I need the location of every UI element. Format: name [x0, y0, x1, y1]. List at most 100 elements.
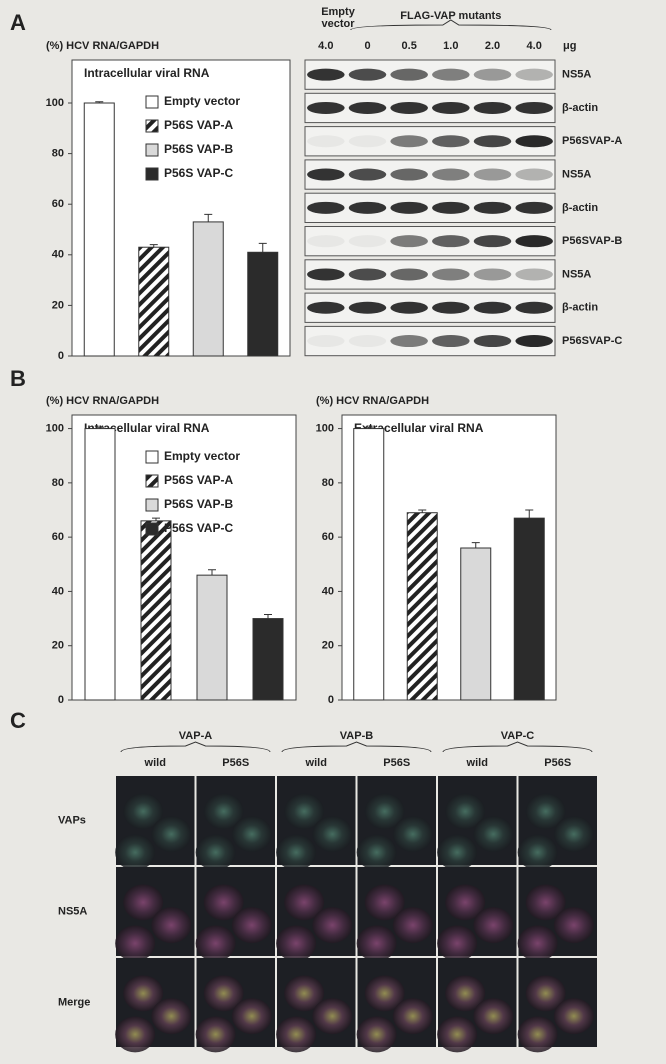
- cell: [437, 1016, 477, 1052]
- y-tick-label: 20: [322, 640, 334, 652]
- band: [390, 335, 428, 347]
- band: [307, 135, 345, 147]
- y-tick-label: 40: [52, 249, 64, 261]
- lane-label: 4.0: [527, 40, 542, 52]
- legend-swatch: [146, 120, 158, 132]
- bar: [514, 518, 544, 700]
- bar: [85, 429, 115, 700]
- blot-empty-label: Empty vector: [318, 6, 358, 30]
- column-label: wild: [305, 757, 327, 769]
- band: [515, 69, 553, 81]
- cell: [232, 998, 272, 1034]
- cell: [232, 816, 272, 852]
- cell: [151, 998, 191, 1034]
- y-axis-label: (%) HCV RNA/GAPDH: [46, 395, 159, 407]
- cell: [115, 1016, 155, 1052]
- column-label: wild: [466, 757, 488, 769]
- blot-row-label: P56SVAP-C: [562, 335, 622, 347]
- lane-unit: μg: [563, 40, 576, 52]
- band: [390, 302, 428, 314]
- y-tick-label: 20: [52, 299, 64, 311]
- cell: [232, 907, 272, 943]
- band: [474, 268, 512, 280]
- band: [349, 202, 387, 214]
- group-brace: [443, 742, 592, 752]
- band: [307, 335, 345, 347]
- cell: [393, 907, 433, 943]
- group-brace: [121, 742, 270, 752]
- group-label: VAP-B: [340, 730, 373, 742]
- cell: [196, 925, 236, 961]
- blot-row-label: NS5A: [562, 168, 591, 180]
- band: [474, 102, 512, 114]
- y-tick-label: 60: [52, 531, 64, 543]
- band: [432, 169, 470, 181]
- band: [390, 235, 428, 247]
- band: [307, 268, 345, 280]
- bar: [193, 222, 223, 356]
- cell: [115, 925, 155, 961]
- y-tick-label: 0: [58, 350, 64, 362]
- cell: [473, 816, 513, 852]
- band: [390, 169, 428, 181]
- group-label: VAP-C: [501, 730, 534, 742]
- cell: [312, 907, 352, 943]
- legend-label: Empty vector: [164, 449, 240, 463]
- band: [349, 302, 387, 314]
- cell: [437, 834, 477, 870]
- band: [515, 302, 553, 314]
- bar: [248, 252, 278, 356]
- band: [474, 235, 512, 247]
- chart-title: Intracellular viral RNA: [84, 66, 210, 80]
- row-label: NS5A: [58, 905, 87, 917]
- y-tick-label: 100: [316, 422, 334, 434]
- bar: [461, 548, 491, 700]
- row-label: VAPs: [58, 814, 86, 826]
- cell: [357, 834, 397, 870]
- cell: [276, 834, 316, 870]
- y-tick-label: 60: [322, 531, 334, 543]
- band: [390, 69, 428, 81]
- y-tick-label: 80: [52, 148, 64, 160]
- bar: [253, 619, 283, 700]
- row-label: Merge: [58, 996, 90, 1008]
- cell: [518, 834, 558, 870]
- band: [515, 169, 553, 181]
- y-tick-label: 40: [322, 585, 334, 597]
- bar: [354, 429, 384, 700]
- y-tick-label: 0: [58, 694, 64, 706]
- band: [307, 169, 345, 181]
- legend-label: P56S VAP-A: [164, 473, 233, 487]
- blot-row-label: P56SVAP-A: [562, 135, 622, 147]
- y-tick-label: 100: [46, 422, 64, 434]
- group-label: VAP-A: [179, 730, 212, 742]
- cell: [554, 998, 594, 1034]
- band: [349, 335, 387, 347]
- bar: [197, 575, 227, 700]
- legend-swatch: [146, 96, 158, 108]
- band: [390, 102, 428, 114]
- lane-label: 4.0: [318, 40, 333, 52]
- band: [432, 268, 470, 280]
- column-label: P56S: [383, 757, 410, 769]
- lane-label: 1.0: [443, 40, 458, 52]
- band: [515, 235, 553, 247]
- cell: [196, 1016, 236, 1052]
- band: [307, 202, 345, 214]
- cell: [276, 925, 316, 961]
- cell: [437, 925, 477, 961]
- band: [474, 335, 512, 347]
- legend-label: P56S VAP-B: [164, 497, 233, 511]
- band: [349, 169, 387, 181]
- band: [474, 69, 512, 81]
- cell: [554, 816, 594, 852]
- legend-label: Empty vector: [164, 94, 240, 108]
- band: [515, 102, 553, 114]
- band: [349, 102, 387, 114]
- y-tick-label: 20: [52, 640, 64, 652]
- band: [432, 335, 470, 347]
- band: [349, 135, 387, 147]
- cell: [393, 816, 433, 852]
- y-tick-label: 60: [52, 198, 64, 210]
- band: [390, 202, 428, 214]
